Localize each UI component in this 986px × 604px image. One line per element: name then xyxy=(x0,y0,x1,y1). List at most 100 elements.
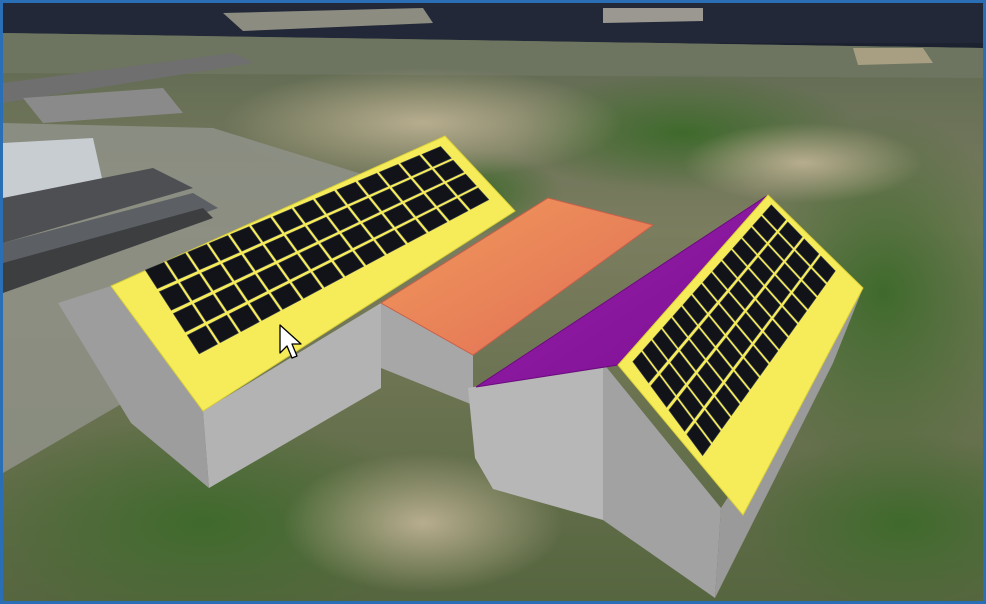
left-building-solar-array[interactable] xyxy=(144,146,490,355)
left-building-solar-panel[interactable] xyxy=(214,284,247,312)
left-building-solar-panel[interactable] xyxy=(264,235,296,261)
left-building-solar-panel[interactable] xyxy=(166,252,198,280)
right-building-solar-panel[interactable] xyxy=(773,306,798,337)
left-building-solar-panel[interactable] xyxy=(362,213,393,238)
left-building-solar-panel[interactable] xyxy=(349,197,380,222)
right-building-solar-array[interactable] xyxy=(632,204,836,457)
left-building-solar-panel[interactable] xyxy=(257,264,289,291)
right-building-solar-panel[interactable] xyxy=(763,319,788,350)
right-building-solar-panel[interactable] xyxy=(744,345,769,377)
left-building-solar-panel[interactable] xyxy=(299,244,330,270)
left-building-solar-panel[interactable] xyxy=(336,181,368,205)
left-building-solar-panel[interactable] xyxy=(222,254,254,281)
left-building-solar-panel[interactable] xyxy=(291,272,323,299)
left-building-solar-panel[interactable] xyxy=(459,187,490,210)
left-building-solar-panel[interactable] xyxy=(446,173,477,196)
right-building-solar-panel[interactable] xyxy=(739,268,764,297)
right-building-solar-panel[interactable] xyxy=(697,361,723,394)
scene-canvas[interactable] xyxy=(3,3,983,601)
left-building-solar-panel[interactable] xyxy=(179,273,212,301)
right-building-solar-panel[interactable] xyxy=(715,384,740,417)
right-building-solar-panel[interactable] xyxy=(686,422,712,457)
left-building-solar-panel[interactable] xyxy=(400,155,431,177)
right-building-solar-panel[interactable] xyxy=(717,337,742,368)
left-building-solar-panel[interactable] xyxy=(158,283,191,311)
right-building-solar-panel[interactable] xyxy=(682,294,707,325)
left-building-solar-panel[interactable] xyxy=(285,226,317,251)
right-building-solar-panel[interactable] xyxy=(668,399,694,432)
right-building[interactable] xyxy=(468,194,864,598)
left-building-solar-panel[interactable] xyxy=(375,229,406,255)
right-building-solar-panel[interactable] xyxy=(632,351,658,384)
left-building-solar-panel[interactable] xyxy=(278,254,310,280)
right-building-solar-panel[interactable] xyxy=(689,327,715,359)
left-building-solar-panel[interactable] xyxy=(207,314,239,344)
left-building[interactable] xyxy=(58,135,516,488)
left-building-solar-panel[interactable] xyxy=(425,183,456,207)
left-building-solar-panel[interactable] xyxy=(341,223,372,249)
right-building-solar-panel[interactable] xyxy=(699,316,725,347)
right-building-solar-panel[interactable] xyxy=(722,249,747,278)
right-building-solar-panel[interactable] xyxy=(672,306,698,337)
right-building-solar-panel[interactable] xyxy=(705,397,731,430)
right-building-solar-panel[interactable] xyxy=(707,349,732,381)
left-building-solar-panel[interactable] xyxy=(186,325,219,355)
left-building-solar-panel[interactable] xyxy=(272,208,304,233)
left-building-solar-panel[interactable] xyxy=(421,146,452,167)
left-building-solar-panel[interactable] xyxy=(315,190,346,214)
right-building-solar-panel[interactable] xyxy=(769,233,793,261)
left-building-solar-panel[interactable] xyxy=(320,233,351,259)
left-building-solar-panel[interactable] xyxy=(251,217,283,243)
left-building-solar-panel[interactable] xyxy=(208,235,240,261)
right-building-solar-panel[interactable] xyxy=(783,294,807,323)
right-building-solar-panel[interactable] xyxy=(660,363,686,396)
left-building-solar-panel[interactable] xyxy=(370,188,402,212)
right-building-solar-panel[interactable] xyxy=(766,275,791,304)
left-building-solar-panel[interactable] xyxy=(172,304,205,333)
right-building-solar-panel[interactable] xyxy=(778,221,803,248)
left-building-solar-panel[interactable] xyxy=(293,199,325,224)
left-building-solar-panel[interactable] xyxy=(391,178,423,202)
left-building-solar-panel[interactable] xyxy=(417,208,448,232)
right-building-solar-panel[interactable] xyxy=(752,215,777,243)
left-building-solar-panel[interactable] xyxy=(333,251,365,277)
right-building-solar-panel[interactable] xyxy=(792,281,817,310)
right-building-solar-panel[interactable] xyxy=(732,238,757,266)
right-building-solar-panel[interactable] xyxy=(725,371,750,403)
left-building-solar-panel[interactable] xyxy=(144,261,177,289)
left-building-solar-panel[interactable] xyxy=(243,245,275,271)
right-building-solar-panel[interactable] xyxy=(709,304,735,334)
right-building-solar-panel[interactable] xyxy=(696,409,721,443)
left-building-solar-panel[interactable] xyxy=(187,244,219,271)
left-building-solar-panel[interactable] xyxy=(378,163,410,186)
right-building-solar-panel[interactable] xyxy=(759,245,784,273)
right-building-solar-panel[interactable] xyxy=(662,317,688,349)
right-building-solar-panel[interactable] xyxy=(736,312,762,343)
left-building-solar-panel[interactable] xyxy=(357,172,389,196)
left-building-solar-panel[interactable] xyxy=(229,226,262,252)
right-building-solar-panel[interactable] xyxy=(642,340,668,372)
middle-connector-roof[interactable] xyxy=(380,197,655,356)
left-building-solar-panel[interactable] xyxy=(383,203,414,228)
left-building-solar-panel[interactable] xyxy=(396,219,427,244)
left-building-solar-panel[interactable] xyxy=(312,261,344,288)
right-building-solar-panel[interactable] xyxy=(678,386,703,420)
left-building-solar-panel[interactable] xyxy=(236,274,268,301)
right-building-solar-panel[interactable] xyxy=(670,351,695,384)
left-building-solar-panel[interactable] xyxy=(438,198,469,221)
right-building-solar-panel[interactable] xyxy=(749,256,774,285)
left-building-solar-panel[interactable] xyxy=(307,216,338,241)
right-building-solar-panel[interactable] xyxy=(785,250,810,279)
right-building-solar-panel[interactable] xyxy=(692,283,717,313)
right-building-solar-panel[interactable] xyxy=(734,358,760,390)
left-building-solar-panel[interactable] xyxy=(404,193,435,217)
left-building-solar-panel[interactable] xyxy=(434,159,465,182)
right-building-solar-panel[interactable] xyxy=(742,227,767,254)
right-building-solar-panel[interactable] xyxy=(729,280,754,310)
right-building-solar-panel[interactable] xyxy=(746,300,771,330)
left-building-solar-panel[interactable] xyxy=(249,293,281,321)
right-building-solar-panel[interactable] xyxy=(687,374,713,407)
right-building-solar-panel[interactable] xyxy=(727,324,752,355)
left-building-solar-panel[interactable] xyxy=(228,304,260,332)
right-building-solar-panel[interactable] xyxy=(719,292,744,322)
